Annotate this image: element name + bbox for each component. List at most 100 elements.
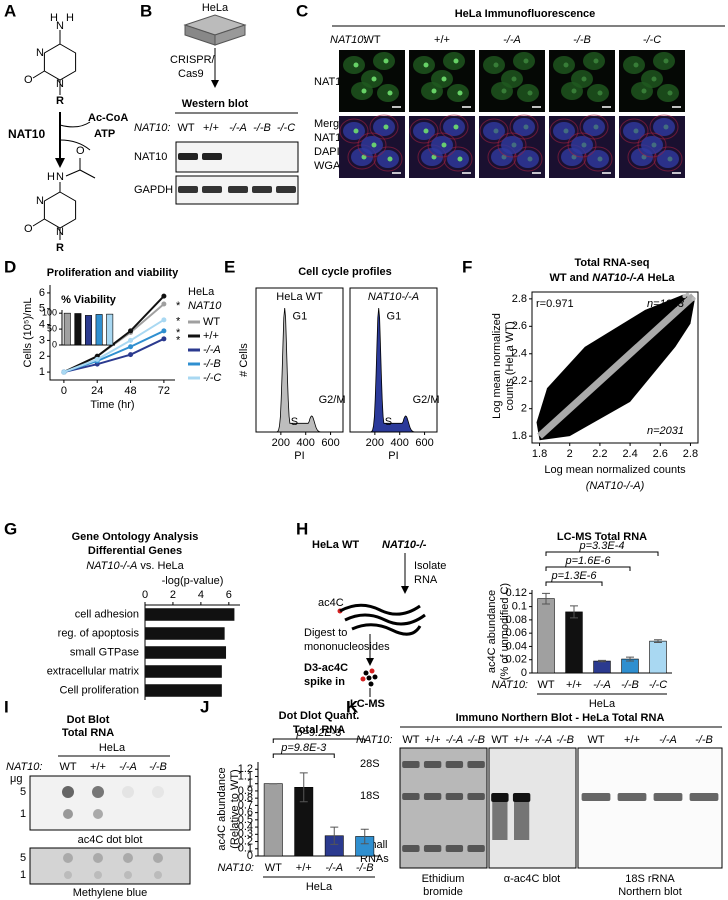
band [202,186,222,193]
band [423,793,442,800]
band [402,761,420,768]
legend-label: -/-B [203,358,221,370]
atom: O [24,74,33,86]
x-tick-label: 72 [158,385,170,397]
membrane-stain [479,118,509,144]
plot-frame [531,291,699,444]
cell-cycle-panel: Cell cycle profiles # Cells [238,266,392,377]
amount: 1 [20,869,26,881]
nucleus [641,136,663,154]
y-tick-label: 4 [39,318,45,330]
panel-title: Cell cycle profiles [298,266,392,278]
blot [577,747,723,869]
nucleolus [353,128,359,134]
bar [145,627,225,640]
nucleolus [667,90,673,96]
legend-title: HeLa [188,286,215,298]
nucleolus [511,76,517,82]
panel-letter: G [4,519,17,538]
row-label: GAPDH [134,184,173,196]
y-tick-label: 0.7 [238,799,253,811]
caption: 18S rRNA [625,873,675,885]
y-tick-label: 0.5 [238,814,253,826]
nucleus [657,150,679,168]
caption: bromide [423,886,463,898]
nucleolus [651,76,657,82]
nucleolus [387,156,393,162]
lane-label: -/-B [253,122,271,134]
atom: H [66,12,74,24]
y-tick-label: 0.9 [238,785,253,797]
membrane-stain [339,118,369,144]
nucleolus [663,124,669,130]
band [252,186,272,193]
nucleolus [527,156,533,162]
column-label: -/-C [643,34,661,46]
step: Isolate [414,560,446,572]
atom: N [36,195,44,207]
bar [593,660,611,674]
x-tick-label: 400 [391,437,409,449]
subtitle-part: NAT10-/-A [592,272,644,284]
legend-label: WT [203,316,220,328]
peak-label: G2/M [413,394,440,406]
lane-label: +/+ [514,734,530,746]
band [423,845,442,852]
significance: * [176,327,181,339]
band-label: 18S [360,790,380,802]
band [467,761,485,768]
nucleus [571,136,593,154]
band-label: 28S [360,758,380,770]
nucleolus [431,88,437,94]
nucleolus [493,62,499,68]
rna-strand [351,623,422,636]
y-tick-label: 0.1 [238,843,253,855]
x-tick-label: WT [265,862,282,874]
error-bar [360,828,369,845]
arrow-head [366,658,374,666]
x-tick-label: 600 [415,437,433,449]
ring [43,43,77,81]
nucleolus [581,76,587,82]
x-tick-label: -/-C [649,679,667,691]
y-tick-label: 0.4 [238,821,253,833]
panel-letter: C [296,1,308,20]
arrow-head [55,158,65,168]
panel-title: Immuno Northern Blot - HeLa Total RNA [456,712,665,724]
point [161,317,167,323]
nucleolus [383,58,389,64]
x-tick-label: 1.8 [532,448,547,460]
y-tick-label: 0 [521,667,527,679]
legend-label: -/-C [203,372,221,384]
dot [122,786,134,798]
smear [492,802,508,840]
row-label: WGA [314,160,341,172]
band [445,845,464,852]
y-tick-label: 6 [39,287,45,299]
genotype-label: NAT10: [134,122,170,134]
membrane-stain [619,118,649,144]
nucleolus [563,128,569,134]
column-label: +/+ [434,34,450,46]
histogram-profile [350,307,437,433]
dot [62,786,74,798]
y-tick-label: reg. of apoptosis [58,627,140,639]
lane-label: WT [177,122,194,134]
chart-title: Gene Ontology Analysis [72,531,199,543]
x-tick-label: 2.2 [592,448,607,460]
subtitle-part: NAT10-/-A [86,560,137,572]
y-tick-label: 50 [47,323,57,333]
dot [63,809,73,819]
nucleolus [633,62,639,68]
group-label: HeLa [306,881,333,893]
nucleus [513,118,535,136]
band [445,793,464,800]
peak-label: S [385,416,392,428]
western-blot-panel: HeLa CRISPR/ Cas9 Western blot NAT10: WT… [134,2,299,205]
lane-label: +/+ [90,761,106,773]
y-tick-label: 0.3 [238,828,253,840]
lane-label: -/-B [695,734,713,746]
atom: R [56,95,64,107]
caption: ac4C dot blot [78,834,143,846]
